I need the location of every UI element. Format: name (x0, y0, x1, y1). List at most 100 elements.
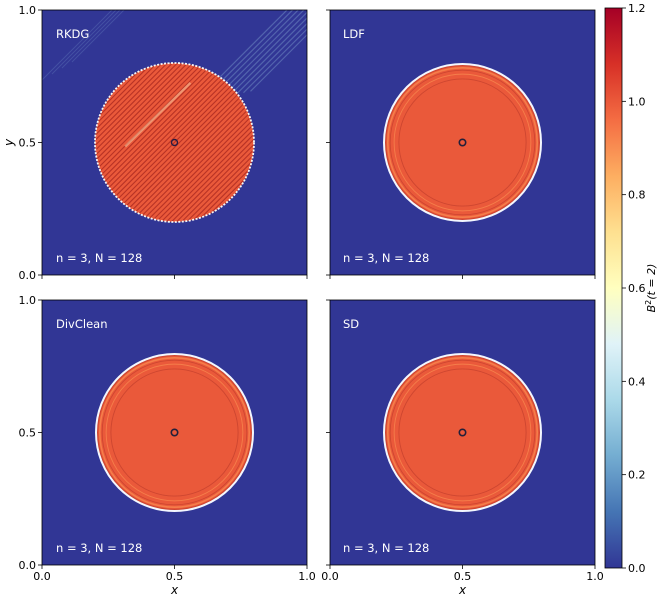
ring (389, 69, 536, 216)
stripe (97, 65, 196, 164)
stripe (153, 121, 252, 220)
ring (398, 78, 527, 207)
panel-ldf: LDF n = 3, N = 128 (330, 10, 595, 275)
x-tick-label: 0.0 (321, 570, 339, 583)
disk-rim (383, 353, 542, 512)
stripe (187, 155, 254, 222)
colorbar-tick-label: 0.2 (628, 469, 646, 482)
colorbar-gradient (604, 7, 623, 569)
stripe (104, 72, 214, 182)
y-tick-label: 0.0 (19, 269, 37, 282)
panel-note: n = 3, N = 128 (343, 541, 429, 555)
colorbar-label: B2(t = 2) (644, 264, 658, 313)
stripe (94, 62, 168, 136)
ring (105, 363, 244, 502)
x-tick-label: 1.0 (298, 570, 316, 583)
ring (386, 356, 539, 509)
stripe (96, 64, 192, 160)
stripe (94, 62, 183, 151)
stripe (157, 125, 253, 221)
stripe (149, 117, 251, 219)
stripe (145, 113, 250, 218)
stripe (123, 91, 236, 204)
x-axis-label: x (458, 583, 467, 597)
disk-rings (384, 64, 541, 221)
streak (243, 28, 307, 94)
streak (51, 10, 117, 75)
panel-rkdg: RKDG n = 3, N = 128 (42, 10, 307, 275)
colorbar: 0.0 0.2 0.4 0.6 0.8 1.0 1.2 B2(t = 2) (604, 2, 658, 575)
center-artifact (170, 428, 179, 437)
y-tick-label: 0.5 (19, 137, 37, 150)
stripe (94, 62, 178, 146)
stripe (108, 76, 220, 188)
stripe (117, 85, 232, 200)
stripe (209, 177, 246, 214)
stripe (125, 93, 239, 207)
disk (384, 64, 541, 221)
stripe (94, 62, 173, 141)
stripe (161, 129, 254, 222)
panel-title: LDF (343, 27, 365, 41)
disk (96, 354, 253, 511)
y-tick-label: 1.0 (19, 4, 37, 17)
streak (236, 22, 307, 95)
colorbar-tick-label: 0.8 (628, 189, 646, 202)
x-tick-label: 0.5 (454, 570, 472, 583)
stripe (95, 63, 188, 156)
colorbar-tick-label: 1.2 (628, 2, 646, 15)
ring (98, 356, 251, 509)
stripe (128, 96, 241, 209)
ring (384, 64, 541, 221)
panel-note: n = 3, N = 128 (56, 541, 142, 555)
panel-title: SD (343, 317, 359, 331)
streak (208, 10, 300, 101)
x-tick-label: 1.0 (586, 570, 604, 583)
ring (101, 359, 248, 506)
panel-title: RKDG (56, 27, 89, 41)
stripe (142, 110, 248, 216)
streak (250, 33, 307, 92)
streak (61, 10, 121, 69)
streak (229, 17, 307, 96)
x-tick-label: 0.0 (33, 570, 51, 583)
disk-rim (95, 353, 254, 512)
stripe (175, 143, 255, 223)
stripe (98, 66, 200, 168)
streak (222, 11, 307, 98)
colorbar-ticks: 0.0 0.2 0.4 0.6 0.8 1.0 1.2 (622, 2, 646, 575)
y-tick-label: 0.0 (19, 559, 37, 572)
stripe (102, 70, 211, 179)
ring (386, 66, 539, 219)
stripe (103, 71, 139, 107)
ring (398, 368, 527, 497)
stripe (95, 63, 162, 130)
colorbar-tick-label: 0.4 (628, 375, 646, 388)
stripe (170, 138, 255, 223)
center-artifact (458, 138, 467, 147)
stripe-highlight (124, 82, 192, 148)
panel-note: n = 3, N = 128 (343, 251, 429, 265)
ring (393, 363, 532, 502)
disk-rim (94, 62, 255, 223)
streak (71, 10, 125, 63)
ring (110, 368, 239, 497)
panel-title: DivClean (56, 317, 108, 331)
y-tick-label: 0.5 (19, 427, 37, 440)
stripe (99, 67, 148, 116)
colorbar-tick-label: 0.6 (628, 282, 646, 295)
ring (384, 354, 541, 511)
ring (389, 359, 536, 506)
panel-note: n = 3, N = 128 (56, 251, 142, 265)
streak (201, 10, 294, 102)
x-tick-label: 0.5 (166, 570, 184, 583)
stripe (138, 106, 246, 214)
disk (384, 354, 541, 511)
stripe (166, 134, 254, 222)
stripe (110, 78, 223, 191)
axes-layer: 0.0 0.5 1.0 0.0 0.5 1.0 0.0 0.5 1.0 x 0.0 0.5 1.0 x y (2, 4, 604, 597)
disk-stripes (94, 62, 255, 223)
panel-sd: SD n = 3, N = 128 (330, 300, 595, 565)
stripe (193, 161, 252, 220)
